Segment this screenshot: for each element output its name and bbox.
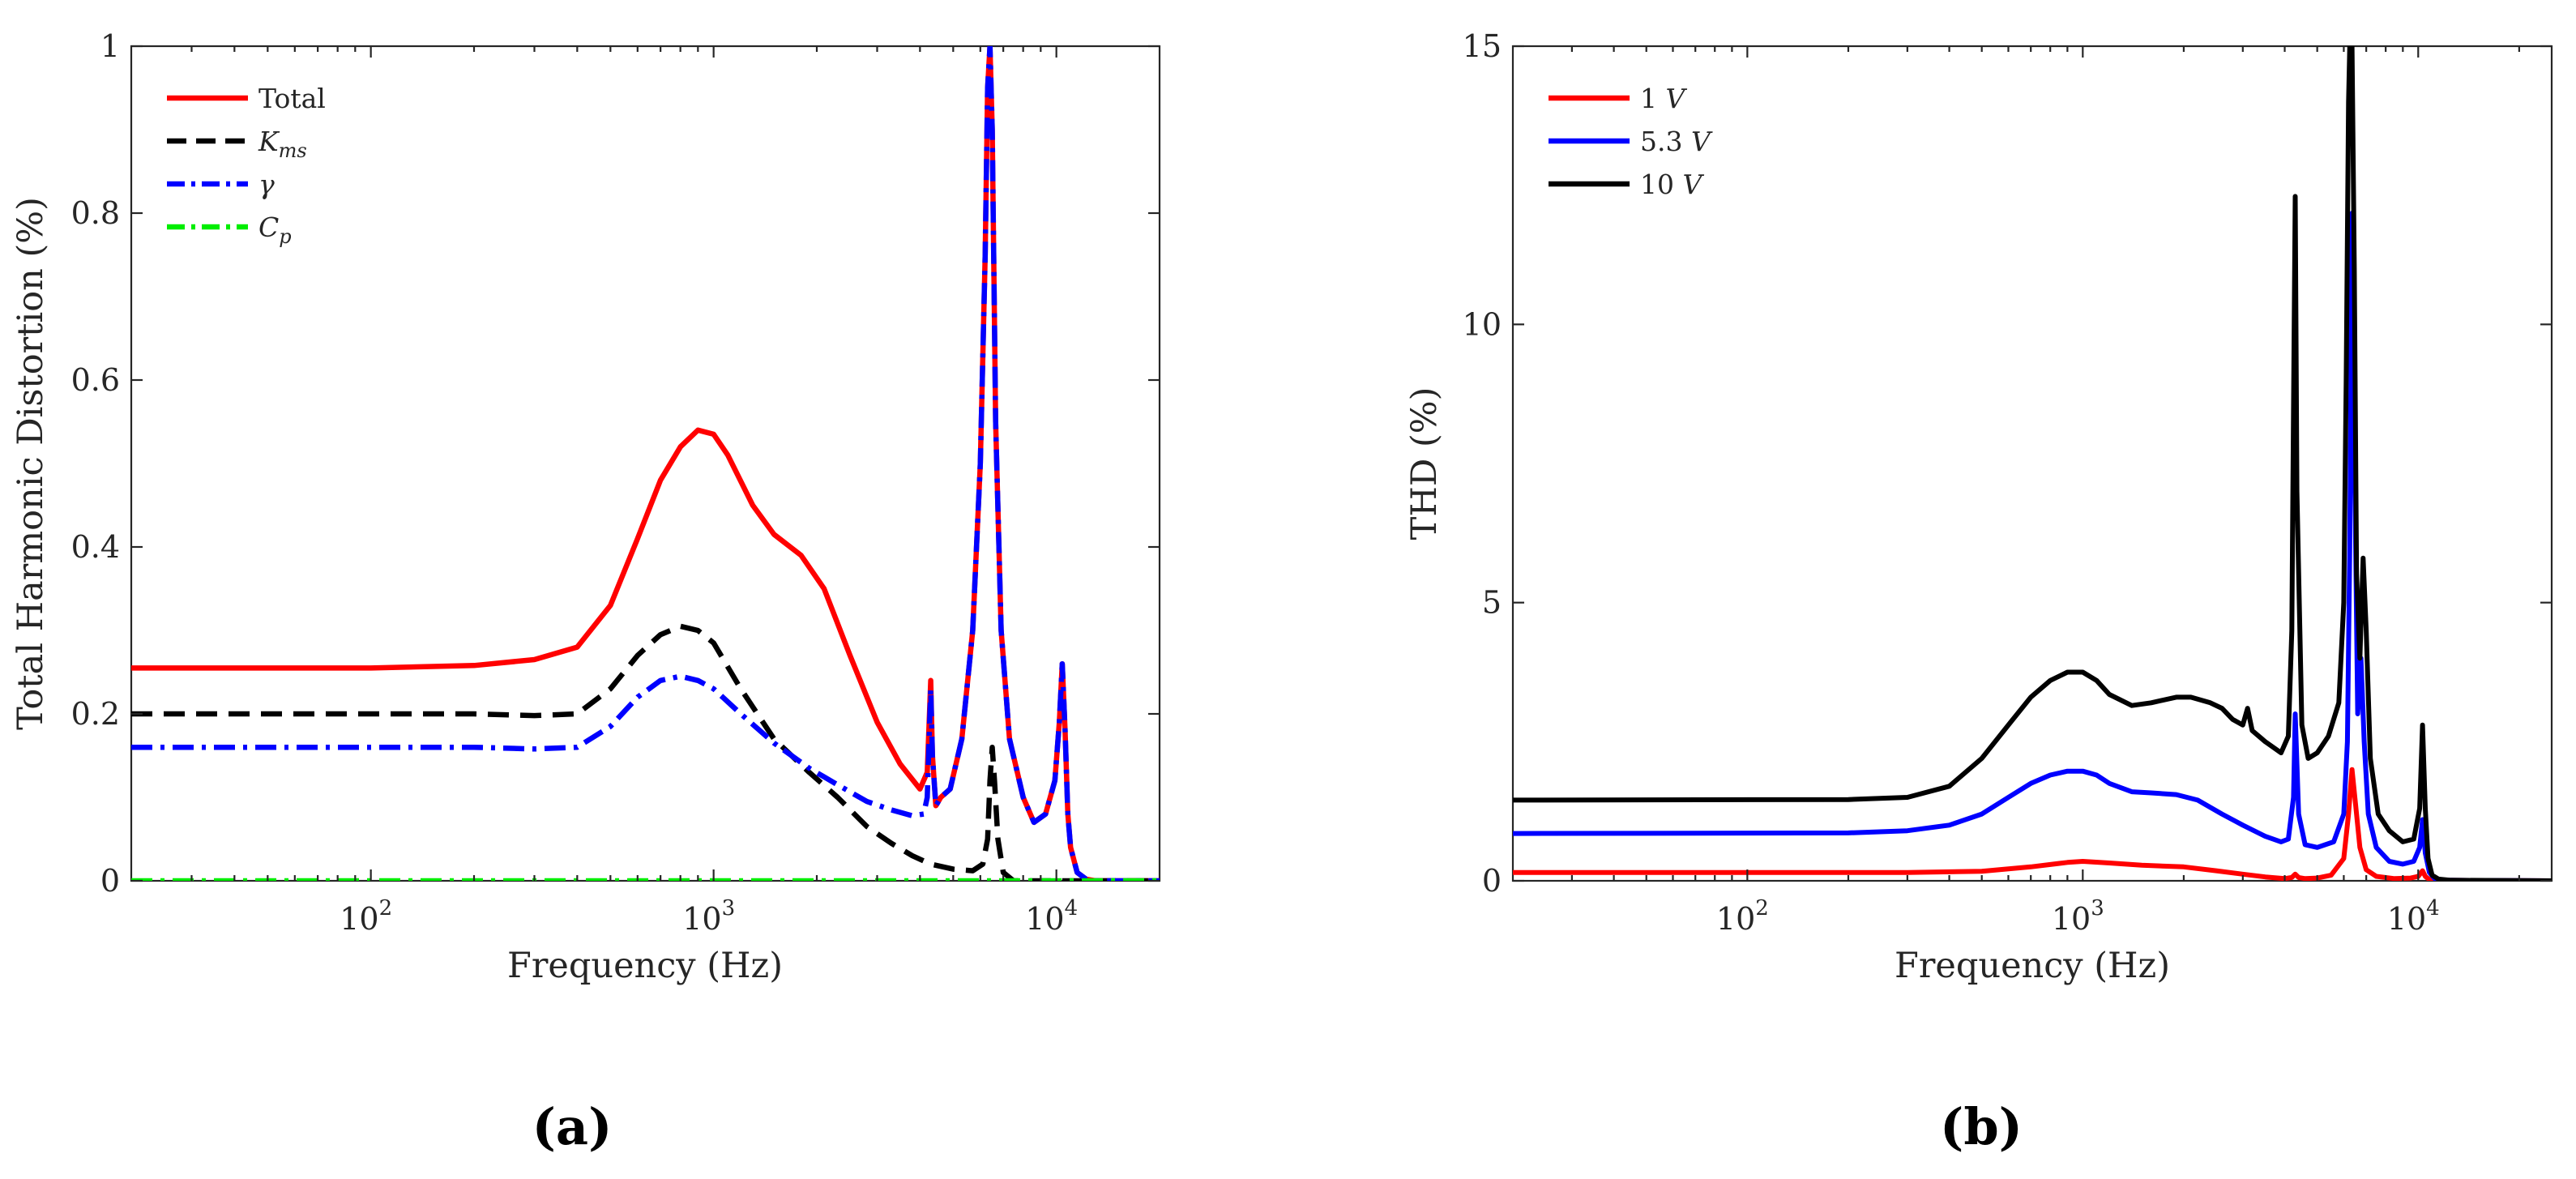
series-lines-a (131, 46, 1160, 881)
y-tick-label: 5 (1482, 585, 1502, 621)
series-line-b-0 (1513, 767, 2552, 881)
legend-b: 1 V 5.3 V 10 V (1549, 83, 1713, 200)
legend-label-2: γ (258, 169, 275, 200)
axes-box-a (130, 45, 1161, 882)
x-axis-label-b: Frequency (Hz) (1895, 946, 2170, 986)
x-axis-label-a: Frequency (Hz) (507, 946, 783, 986)
y-tick-label: 10 (1463, 306, 1502, 342)
legend-label-0: 1 V (1640, 83, 1688, 114)
series-line-a-0 (131, 46, 1160, 881)
panel-b: 102 103 104 0 5 10 15 Frequency (Hz) THD (%) 1… (1404, 28, 2553, 1156)
y-axis-label-a: Total Harmonic Distortion (%) (11, 197, 51, 730)
x-tick-label: 103 (2052, 896, 2104, 937)
panel-label-b: (b) (1940, 1097, 2023, 1156)
axes-box-b (1511, 45, 2553, 882)
panel-label-a: (a) (532, 1097, 613, 1156)
legend-label-1: Kms (258, 126, 307, 162)
legend-label-1: 5.3 V (1640, 126, 1713, 157)
ticks-b: 102 103 104 0 5 10 15 (1463, 28, 2552, 937)
y-tick-label: 15 (1463, 28, 1502, 64)
series-line-a-1 (131, 623, 1160, 881)
y-tick-label: 0 (1482, 863, 1502, 899)
ticks-a: 102 103 104 0 0.2 0.4 0.6 0.8 1 (71, 28, 1160, 937)
y-axis-label-b: THD (%) (1404, 387, 1445, 540)
legend-label-0: Total (258, 83, 326, 114)
series-line-b-1 (1513, 211, 2552, 881)
y-tick-label: 0.6 (71, 362, 120, 398)
y-tick-label: 1 (100, 28, 120, 64)
y-tick-label: 0.8 (71, 195, 120, 231)
series-line-b-2 (1513, 46, 2552, 881)
y-tick-label: 0 (100, 863, 120, 899)
y-tick-label: 0.2 (71, 696, 120, 732)
panel-a: 102 103 104 0 0.2 0.4 0.6 0.8 1 Frequency (Hz) T… (11, 28, 1161, 1156)
y-tick-label: 0.4 (71, 529, 120, 565)
x-tick-label: 104 (1025, 896, 1078, 937)
legend-label-3: Cp (258, 211, 292, 248)
legend-a: Total Kms γ Cp (167, 83, 326, 248)
series-line-a-2 (131, 46, 1160, 881)
x-tick-label: 104 (2387, 896, 2440, 937)
x-tick-label: 102 (340, 896, 392, 937)
series-lines-b (1513, 46, 2552, 881)
x-tick-label: 103 (682, 896, 735, 937)
x-tick-label: 102 (1716, 896, 1769, 937)
legend-label-2: 10 V (1640, 169, 1704, 200)
